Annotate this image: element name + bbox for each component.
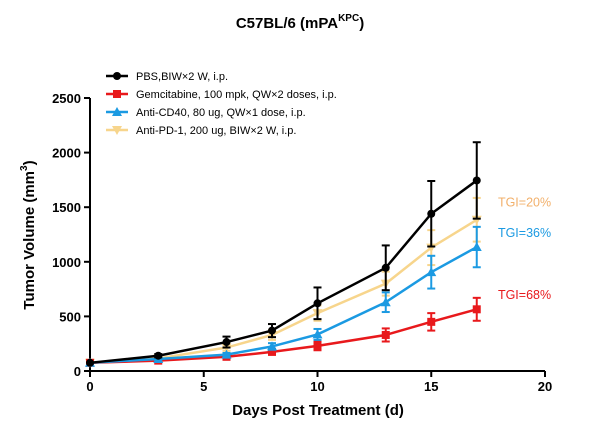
y-tick-label: 1500 xyxy=(52,200,81,215)
series-line xyxy=(89,308,478,365)
axes: 0 5 10 15 20 0 500 1000 1500 2000 2500 xyxy=(52,91,552,394)
data-point xyxy=(313,341,322,350)
data-point xyxy=(154,351,163,360)
data-point xyxy=(471,242,482,252)
data-point xyxy=(427,317,436,326)
tgi-annotation: TGI=20% xyxy=(498,196,551,210)
y-tick-label: 1000 xyxy=(52,255,81,270)
series-1 xyxy=(86,141,481,367)
tgi-annotation: TGI=36% xyxy=(498,226,551,240)
y-axis-title: Tumor Volume (mm3) xyxy=(19,160,38,309)
legend-entry: Anti-CD40, 80 ug, QW×1 dose, i.p. xyxy=(106,107,306,119)
series-3 xyxy=(85,225,482,367)
y-tick-label: 2000 xyxy=(52,146,81,161)
series-line xyxy=(89,218,478,365)
data-point xyxy=(268,326,276,335)
legend-label: Anti-PD-1, 200 ug, BIW×2 W, i.p. xyxy=(136,125,296,137)
y-axis-title-superscript: 3 xyxy=(19,165,30,171)
data-point xyxy=(472,176,481,185)
legend-entry: Anti-PD-1, 200 ug, BIW×2 W, i.p. xyxy=(106,125,296,137)
x-tick-label: 15 xyxy=(424,379,438,394)
series-line xyxy=(89,245,478,365)
data-point xyxy=(381,330,390,339)
data-point xyxy=(380,297,391,307)
data-point xyxy=(312,329,323,339)
data-point xyxy=(221,349,232,359)
data-point xyxy=(313,299,322,308)
data-point xyxy=(472,305,481,314)
annotations: TGI=20% TGI=36% TGI=68% xyxy=(498,196,551,302)
tgi-annotation: TGI=68% xyxy=(498,288,551,302)
data-point xyxy=(222,338,231,347)
data-point xyxy=(268,347,276,356)
legend-label: Gemcitabine, 100 mpk, QW×2 doses, i.p. xyxy=(136,89,337,101)
y-tick-label: 0 xyxy=(74,364,81,379)
legend-entry: Gemcitabine, 100 mpk, QW×2 doses, i.p. xyxy=(106,89,337,101)
chart-title: C57BL/6 (mPAKPC) xyxy=(236,13,364,32)
y-tick-label: 500 xyxy=(59,309,81,324)
x-tick-label: 20 xyxy=(538,379,552,394)
y-tick-label: 2500 xyxy=(52,91,81,106)
chart-title-superscript: KPC xyxy=(338,13,359,24)
legend-entry: PBS,BIW×2 W, i.p. xyxy=(106,71,228,83)
legend-label: Anti-CD40, 80 ug, QW×1 dose, i.p. xyxy=(136,107,306,119)
legend-marker xyxy=(112,107,122,116)
data-point xyxy=(86,358,94,367)
legend-marker xyxy=(113,90,121,98)
series-line xyxy=(89,179,478,365)
legend-label: PBS,BIW×2 W, i.p. xyxy=(136,71,228,83)
plot-area xyxy=(85,141,482,368)
data-point xyxy=(267,341,277,351)
legend: PBS,BIW×2 W, i.p. Gemcitabine, 100 mpk, Q… xyxy=(106,71,337,137)
data-point xyxy=(381,263,390,272)
x-tick-label: 10 xyxy=(310,379,324,394)
x-axis-title: Days Post Treatment (d) xyxy=(232,402,404,419)
legend-marker xyxy=(112,126,122,135)
data-point xyxy=(426,267,437,277)
x-tick-label: 5 xyxy=(200,379,207,394)
x-tick-label: 0 xyxy=(86,379,93,394)
legend-marker xyxy=(113,72,121,80)
data-point xyxy=(427,209,436,218)
